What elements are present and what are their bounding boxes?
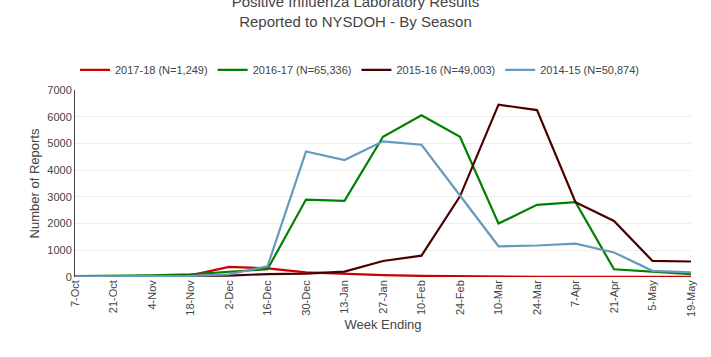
svg-text:Positive Influenza Laboratory: Positive Influenza Laboratory ResultsRep…	[232, 0, 480, 30]
svg-text:16-Dec: 16-Dec	[261, 280, 273, 316]
svg-text:Number of Reports: Number of Reports	[27, 128, 42, 238]
svg-text:4000: 4000	[47, 164, 71, 176]
svg-text:0: 0	[66, 271, 72, 283]
svg-text:Week Ending: Week Ending	[344, 317, 421, 332]
svg-text:19-May: 19-May	[685, 280, 697, 317]
svg-text:5-May: 5-May	[646, 280, 658, 311]
svg-text:4-Nov: 4-Nov	[146, 280, 158, 310]
svg-text:6000: 6000	[47, 111, 71, 123]
svg-text:2016-17 (N=65,336): 2016-17 (N=65,336)	[253, 64, 352, 76]
svg-text:10-Feb: 10-Feb	[415, 280, 427, 315]
svg-text:2017-18 (N=1,249): 2017-18 (N=1,249)	[115, 64, 208, 76]
svg-text:5000: 5000	[47, 137, 71, 149]
svg-text:24-Mar: 24-Mar	[531, 280, 543, 315]
svg-text:18-Nov: 18-Nov	[184, 280, 196, 316]
svg-text:30-Dec: 30-Dec	[300, 280, 312, 316]
svg-text:2015-16 (N=49,003): 2015-16 (N=49,003)	[396, 64, 495, 76]
svg-text:10-Mar: 10-Mar	[492, 280, 504, 315]
svg-text:7000: 7000	[47, 84, 71, 96]
svg-text:3000: 3000	[47, 191, 71, 203]
svg-text:7-Oct: 7-Oct	[69, 280, 81, 307]
svg-text:2000: 2000	[47, 217, 71, 229]
svg-text:27-Jan: 27-Jan	[377, 280, 389, 314]
svg-text:7-Apr: 7-Apr	[569, 280, 581, 307]
svg-text:24-Feb: 24-Feb	[454, 280, 466, 315]
svg-text:21-Oct: 21-Oct	[107, 280, 119, 313]
svg-text:1000: 1000	[47, 244, 71, 256]
svg-text:21-Apr: 21-Apr	[608, 280, 620, 313]
svg-text:2014-15 (N=50,874): 2014-15 (N=50,874)	[540, 64, 639, 76]
svg-text:13-Jan: 13-Jan	[338, 280, 350, 314]
svg-text:2-Dec: 2-Dec	[223, 280, 235, 310]
